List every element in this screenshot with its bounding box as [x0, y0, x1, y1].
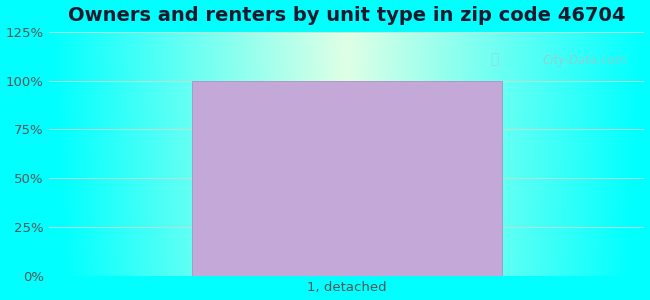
Bar [192, 80, 502, 276]
Text: City-Data.com: City-Data.com [543, 54, 627, 67]
Text: Ⓜ: Ⓜ [490, 52, 499, 66]
Title: Owners and renters by unit type in zip code 46704: Owners and renters by unit type in zip c… [68, 6, 625, 25]
